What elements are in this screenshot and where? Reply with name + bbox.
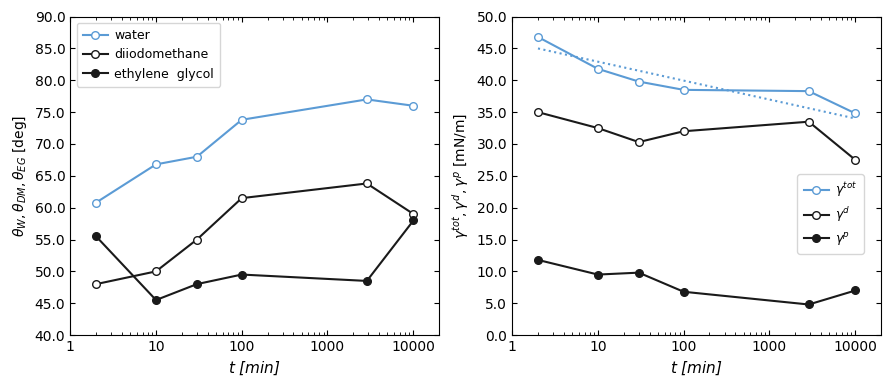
Legend: water, diiodomethane, ethylene  glycol: water, diiodomethane, ethylene glycol: [77, 23, 220, 87]
Line: $\gamma^{d}$: $\gamma^{d}$: [534, 108, 859, 164]
$\gamma^{p}$: [678, 289, 689, 294]
water: [151, 162, 161, 167]
$\gamma^{tot}$: [804, 89, 814, 94]
Line: ethylene  glycol: ethylene glycol: [92, 217, 417, 304]
ethylene  glycol: [192, 282, 202, 286]
$\gamma^{tot}$: [850, 111, 861, 116]
$\gamma^{p}$: [633, 270, 644, 275]
$\gamma^{p}$: [592, 272, 603, 277]
$\gamma^{d}$: [592, 126, 603, 130]
Line: $\gamma^{p}$: $\gamma^{p}$: [534, 256, 859, 308]
diiodomethane: [236, 196, 247, 201]
$\gamma^{tot}$: [678, 88, 689, 92]
Y-axis label: $\theta_{W}, \theta_{DM}, \theta_{EG}$ [deg]: $\theta_{W}, \theta_{DM}, \theta_{EG}$ […: [11, 115, 29, 237]
diiodomethane: [91, 282, 102, 286]
$\gamma^{p}$: [850, 288, 861, 293]
X-axis label: $t$ [min]: $t$ [min]: [670, 360, 723, 377]
water: [91, 200, 102, 205]
diiodomethane: [192, 237, 202, 242]
ethylene  glycol: [361, 279, 372, 283]
Line: water: water: [92, 95, 417, 206]
Y-axis label: $\gamma^{tot}, \gamma^{d}, \gamma^{p}$ [mN/m]: $\gamma^{tot}, \gamma^{d}, \gamma^{p}$ […: [450, 113, 471, 239]
ethylene  glycol: [151, 298, 161, 302]
$\gamma^{d}$: [633, 140, 644, 144]
water: [192, 154, 202, 159]
ethylene  glycol: [236, 272, 247, 277]
$\gamma^{p}$: [804, 302, 814, 307]
water: [236, 118, 247, 122]
Legend: $\gamma^{tot}$, $\gamma^{d}$, $\gamma^{p}$: $\gamma^{tot}$, $\gamma^{d}$, $\gamma^{p…: [797, 174, 863, 254]
ethylene  glycol: [409, 218, 419, 223]
water: [409, 104, 419, 108]
$\gamma^{d}$: [678, 129, 689, 133]
X-axis label: $t$ [min]: $t$ [min]: [228, 360, 281, 377]
$\gamma^{tot}$: [533, 35, 543, 39]
diiodomethane: [409, 212, 419, 217]
Line: diiodomethane: diiodomethane: [92, 180, 417, 288]
ethylene  glycol: [91, 234, 102, 239]
$\gamma^{d}$: [804, 120, 814, 124]
$\gamma^{p}$: [533, 258, 543, 262]
Line: $\gamma^{tot}$: $\gamma^{tot}$: [534, 33, 859, 117]
$\gamma^{d}$: [533, 110, 543, 114]
water: [361, 97, 372, 102]
$\gamma^{d}$: [850, 158, 861, 162]
$\gamma^{tot}$: [592, 66, 603, 71]
diiodomethane: [361, 181, 372, 186]
$\gamma^{tot}$: [633, 79, 644, 84]
diiodomethane: [151, 269, 161, 274]
